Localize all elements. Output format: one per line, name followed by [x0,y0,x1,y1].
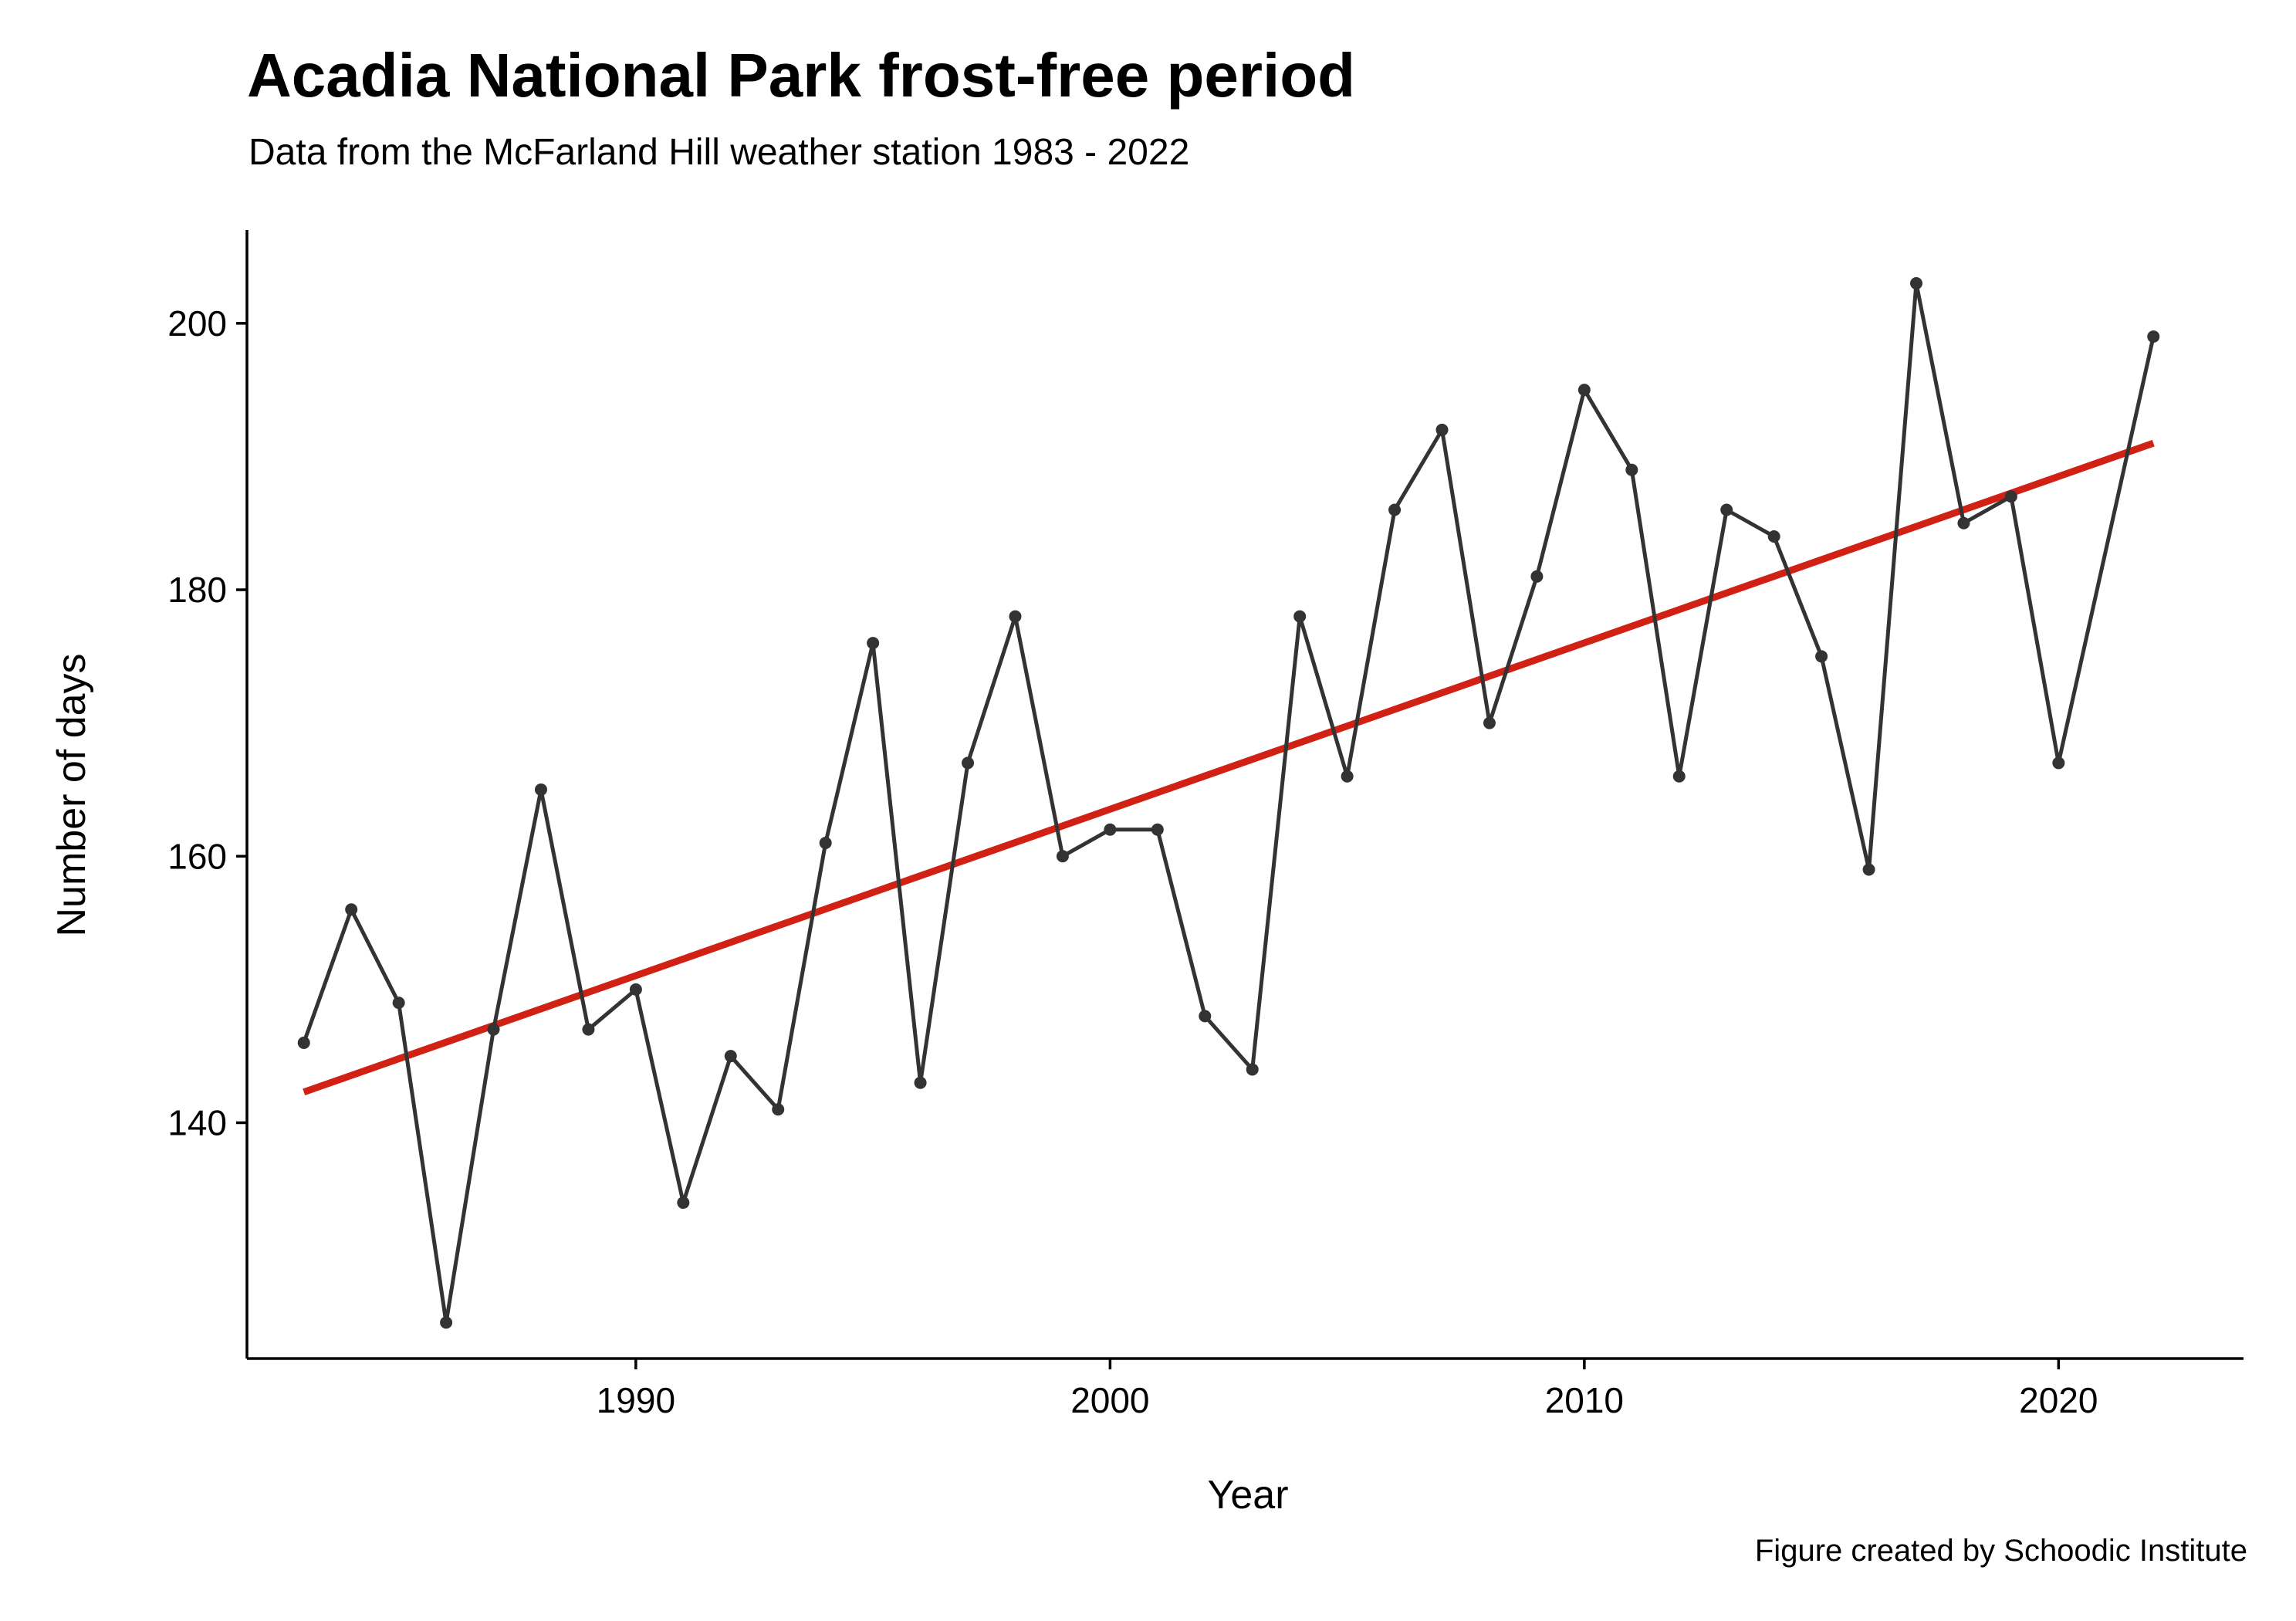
data-point [1056,850,1069,863]
data-point [1435,423,1449,436]
data-point [1815,650,1828,663]
data-point [772,1103,785,1116]
data-point [1483,716,1496,729]
data-point [1767,530,1780,543]
data-point [1293,610,1307,623]
chart-axes: 140 160 180 200 1990 2000 2010 2020 [167,230,2244,1420]
data-point [1862,863,1875,876]
chart-subtitle: Data from the McFarland Hill weather sta… [249,132,1190,173]
data-point [629,983,642,996]
x-tick-label: 1990 [597,1380,675,1420]
data-point [962,756,975,770]
x-tick-label: 2010 [1545,1380,1624,1420]
data-point [724,1050,737,1063]
data-point [2004,490,2017,503]
data-point [392,997,405,1010]
y-tick-label: 140 [167,1102,227,1142]
data-point [1009,610,1022,623]
data-point [534,783,547,796]
data-point [1104,823,1117,836]
data-point [1199,1010,1212,1023]
data-point [1151,823,1164,836]
data-point [819,837,832,850]
data-point [914,1076,927,1089]
x-axis-label: Year [1207,1473,1288,1518]
y-tick-label: 180 [167,570,227,610]
y-tick-label: 200 [167,303,227,343]
data-point [1388,503,1402,516]
chart-title: Acadia National Park frost-free period [247,41,1355,110]
series-group [297,277,2160,1329]
data-point [2147,330,2160,343]
data-point [1957,516,1970,530]
data-point [1625,463,1638,476]
data-point [487,1023,500,1036]
data-point [582,1023,595,1036]
data-point [1246,1063,1259,1076]
data-point [1720,503,1733,516]
data-point [345,903,358,916]
x-tick-label: 2000 [1070,1380,1149,1420]
x-tick-label: 2020 [2019,1380,2098,1420]
data-point [440,1316,453,1329]
data-point [867,637,880,650]
chart-caption: Figure created by Schoodic Institute [1754,1534,2247,1568]
data-point [677,1196,690,1210]
data-point [1672,770,1686,783]
data-point [297,1036,310,1049]
trend-line [303,439,2155,1096]
data-point [1577,384,1591,397]
y-tick-label: 160 [167,836,227,876]
data-point [1910,277,1923,290]
data-point [1530,570,1544,583]
y-axis-label: Number of days [49,653,94,936]
trend-line-group [303,439,2155,1096]
series-line [302,281,2156,1325]
data-point [1341,770,1354,783]
data-point [2052,756,2065,770]
